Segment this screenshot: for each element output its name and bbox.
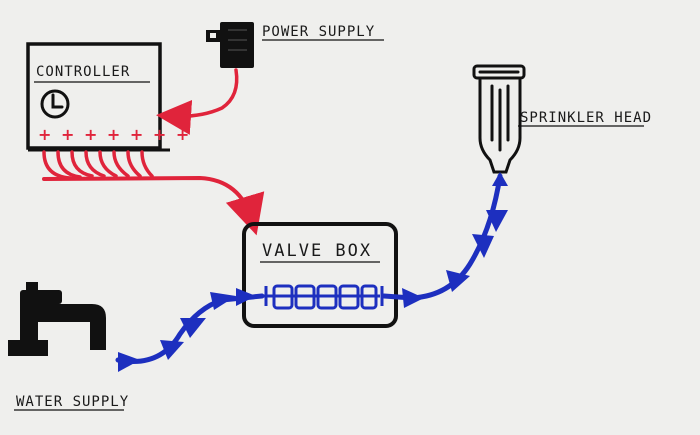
clock-icon <box>40 89 70 119</box>
valve-box <box>242 222 398 328</box>
sprinkler-head-icon <box>472 64 526 174</box>
power-supply-block: POWER SUPPLY <box>156 22 384 135</box>
faucet-icon <box>8 282 106 356</box>
power-supply-label: POWER SUPPLY <box>262 24 375 40</box>
valve-box-label: VALVE BOX <box>262 241 372 261</box>
power-wire-bundle <box>42 150 265 236</box>
valve-manifold <box>262 284 384 310</box>
controller-box <box>26 42 162 150</box>
water-outlet-line <box>381 172 508 308</box>
water-inlet-line <box>115 288 265 372</box>
controller-terminals: + + + + + + + <box>38 125 191 144</box>
power-wire <box>156 68 239 135</box>
sprinkler-head-label: SPRINKLER HEAD <box>520 110 652 126</box>
sprinkler-head-block: SPRINKLER HEAD <box>381 64 652 308</box>
controller-label: CONTROLLER <box>36 64 130 80</box>
water-supply-label: WATER SUPPLY <box>16 394 129 410</box>
water-supply-block: WATER SUPPLY <box>8 282 265 411</box>
controller-block: CONTROLLER + + + + + + + <box>26 42 191 152</box>
valve-box-block: VALVE BOX <box>242 222 398 328</box>
power-plug-icon <box>206 22 254 68</box>
